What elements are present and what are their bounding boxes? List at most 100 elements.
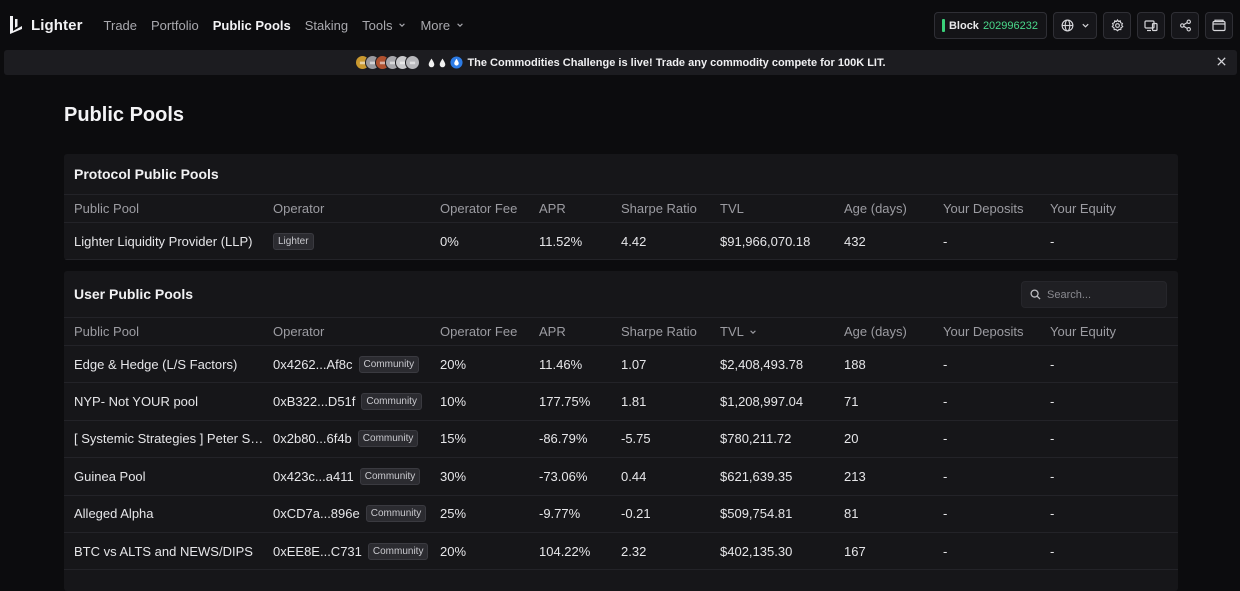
protocol-pools-title: Protocol Public Pools xyxy=(74,166,219,182)
column-header-public-pool[interactable]: Public Pool xyxy=(64,201,273,216)
operator-fee: 20% xyxy=(440,543,467,559)
column-header-label: Sharpe Ratio xyxy=(621,201,697,216)
nav-item-public-pools[interactable]: Public Pools xyxy=(213,18,291,33)
column-header-label: TVL xyxy=(720,201,744,216)
commodity-coin-icon xyxy=(405,55,421,70)
column-header-age-days[interactable]: Age (days) xyxy=(844,201,943,216)
nav-item-trade[interactable]: Trade xyxy=(104,18,137,33)
nav-item-label: Trade xyxy=(103,17,138,33)
column-header-apr[interactable]: APR xyxy=(539,201,621,216)
operator-address[interactable]: 0x423c...a411 xyxy=(273,468,354,484)
search-box[interactable] xyxy=(1021,281,1167,308)
operator-fee: 15% xyxy=(440,431,467,447)
search-icon xyxy=(1030,289,1041,300)
logo[interactable]: Lighter xyxy=(9,15,83,35)
your-deposits: - xyxy=(943,394,948,410)
table-row[interactable]: Edge & Hedge (L/S Factors) 0x4262...Af8c C… xyxy=(64,346,1178,384)
share-button[interactable] xyxy=(1171,12,1199,39)
pool-name: Edge & Hedge (L/S Factors) xyxy=(74,356,238,372)
column-header-label: Your Equity xyxy=(1050,201,1117,216)
table-row[interactable]: [ Systemic Strategies ] Peter Schiff'...… xyxy=(64,421,1178,459)
settings-button[interactable] xyxy=(1103,12,1131,39)
operator-address[interactable]: 0xB322...D51f xyxy=(273,394,356,410)
column-header-label: Operator xyxy=(273,324,325,339)
column-header-label: Age (days) xyxy=(844,201,907,216)
column-header-your-equity[interactable]: Your Equity xyxy=(1050,324,1150,339)
your-equity: - xyxy=(1050,468,1055,484)
apr: 177.75% xyxy=(539,394,591,410)
column-header-sharpe-ratio[interactable]: Sharpe Ratio xyxy=(621,201,720,216)
column-header-operator-fee[interactable]: Operator Fee xyxy=(440,324,539,339)
block-number: 202996232 xyxy=(982,19,1038,32)
operator-cell: 0x423c...a411 Community xyxy=(273,467,440,485)
protocol-pools-card: Protocol Public Pools Public Pool Operato… xyxy=(64,154,1178,260)
operator-cell: 0xEE8E...C731 Community xyxy=(273,542,440,560)
block-indicator[interactable]: Block 202996232 xyxy=(933,12,1047,39)
tvl: $2,408,493.78 xyxy=(720,356,804,372)
column-header-your-deposits[interactable]: Your Deposits xyxy=(943,201,1050,216)
close-icon xyxy=(1217,57,1226,66)
water-drop-icon xyxy=(450,56,463,69)
operator-address[interactable]: 0x2b80...6f4b xyxy=(273,431,352,447)
column-header-operator[interactable]: Operator xyxy=(273,324,440,339)
nav-item-portfolio[interactable]: Portfolio xyxy=(151,18,199,33)
column-header-label: Your Deposits xyxy=(943,201,1024,216)
age-days: 188 xyxy=(844,356,866,372)
your-equity: - xyxy=(1050,233,1055,249)
your-deposits: - xyxy=(943,543,948,559)
operator-fee: 30% xyxy=(440,468,467,484)
column-header-your-deposits[interactable]: Your Deposits xyxy=(943,324,1050,339)
banner-close-button[interactable] xyxy=(1216,56,1227,67)
column-header-your-equity[interactable]: Your Equity xyxy=(1050,201,1150,216)
operator-cell: 0x4262...Af8c Community xyxy=(273,355,440,373)
table-row[interactable]: BTC vs ALTS and NEWS/DIPS 0xEE8E...C731 Co… xyxy=(64,533,1178,571)
age-days: 20 xyxy=(844,431,859,447)
announcement-banner: The Commodities Challenge is live! Trade… xyxy=(4,50,1237,75)
nav-item-staking[interactable]: Staking xyxy=(305,18,348,33)
column-header-apr[interactable]: APR xyxy=(539,324,621,339)
column-header-label: Sharpe Ratio xyxy=(621,324,697,339)
column-header-label: Public Pool xyxy=(74,324,140,339)
column-header-operator-fee[interactable]: Operator Fee xyxy=(440,201,539,216)
table-row[interactable]: Guinea Pool 0x423c...a411 Community 30% -73.… xyxy=(64,458,1178,496)
search-input[interactable] xyxy=(1047,288,1157,301)
column-header-operator[interactable]: Operator xyxy=(273,201,440,216)
sharpe-ratio: 4.42 xyxy=(621,233,647,249)
nav-item-tools[interactable]: Tools xyxy=(362,18,406,33)
operator-address[interactable]: 0xCD7a...896e xyxy=(273,506,360,522)
column-header-label: TVL xyxy=(720,324,744,339)
your-equity: - xyxy=(1050,356,1055,372)
operator-badge: Community xyxy=(359,467,421,485)
wallet-button[interactable] xyxy=(1205,12,1233,39)
operator-fee: 0% xyxy=(440,233,459,249)
apr: -73.06% xyxy=(539,468,588,484)
column-header-tvl[interactable]: TVL xyxy=(720,324,844,339)
apr: -9.77% xyxy=(539,506,581,522)
protocol-table-body: Lighter Liquidity Provider (LLP) Lighter 0… xyxy=(64,223,1178,260)
share-icon xyxy=(1179,19,1191,32)
column-header-sharpe-ratio[interactable]: Sharpe Ratio xyxy=(621,324,720,339)
table-row[interactable]: Alleged Alpha 0xCD7a...896e Community 25% -9… xyxy=(64,496,1178,533)
column-header-public-pool[interactable]: Public Pool xyxy=(64,324,273,339)
table-row[interactable]: Lighter Liquidity Provider (LLP) Lighter 0… xyxy=(64,223,1178,260)
column-header-label: Operator xyxy=(273,201,325,216)
nav-item-label: More xyxy=(420,17,451,33)
apr: 11.52% xyxy=(539,233,583,249)
operator-address[interactable]: 0xEE8E...C731 xyxy=(273,543,362,559)
devices-button[interactable] xyxy=(1137,12,1165,39)
operator-badge: Community xyxy=(367,542,429,560)
your-equity: - xyxy=(1050,431,1055,447)
column-header-age-days[interactable]: Age (days) xyxy=(844,324,943,339)
table-row[interactable]: NYP- Not YOUR pool 0xB322...D51f Community… xyxy=(64,383,1178,421)
nav-item-more[interactable]: More xyxy=(420,18,464,33)
pool-name: NYP- Not YOUR pool xyxy=(74,394,199,410)
operator-address[interactable]: 0x4262...Af8c xyxy=(273,356,353,372)
apr: 104.22% xyxy=(539,543,591,559)
language-button[interactable] xyxy=(1053,12,1097,39)
pool-name: Lighter Liquidity Provider (LLP) xyxy=(74,233,253,249)
age-days: 81 xyxy=(844,506,859,522)
chevron-down-icon xyxy=(456,21,464,29)
column-header-tvl[interactable]: TVL xyxy=(720,201,844,216)
sharpe-ratio: -0.21 xyxy=(621,506,651,522)
sharpe-ratio: 2.32 xyxy=(621,543,647,559)
